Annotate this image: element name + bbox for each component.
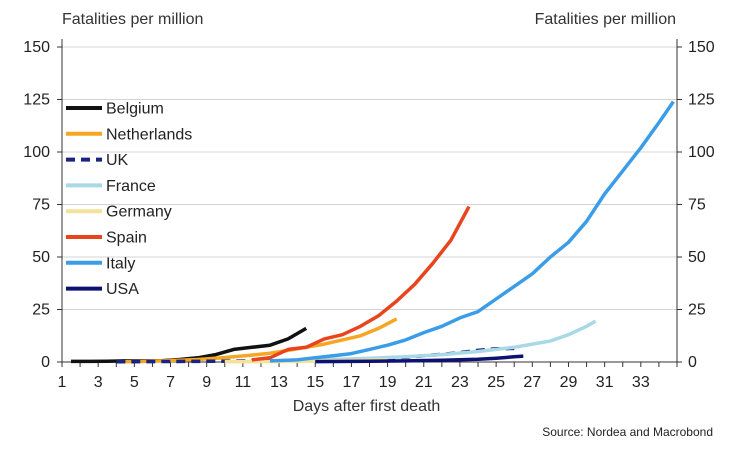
y-axis-title-right: Fatalities per million	[534, 11, 676, 28]
y-tick-label-right: 75	[688, 197, 706, 214]
series-line-netherlands	[125, 317, 398, 364]
x-tick-label: 21	[415, 374, 433, 391]
legend-label-france: France	[106, 178, 156, 195]
legend-label-usa: USA	[106, 281, 139, 298]
x-tick-label: 1	[58, 374, 67, 391]
y-tick-label-right: 25	[688, 302, 706, 319]
y-tick-label-right: 125	[688, 92, 715, 109]
y-tick-label-right: 0	[688, 354, 697, 371]
x-tick-label: 5	[130, 374, 139, 391]
legend-label-germany: Germany	[106, 204, 172, 221]
x-tick-label: 11	[235, 374, 252, 391]
x-tick-label: 13	[270, 374, 288, 391]
y-tick-label-left: 25	[32, 302, 50, 319]
y-axis-title-left: Fatalities per million	[62, 11, 204, 28]
x-tick-label: 9	[202, 374, 211, 391]
y-tick-label-right: 150	[688, 39, 715, 56]
legend-label-uk: UK	[106, 152, 129, 169]
y-tick-label-right: 50	[688, 249, 706, 266]
legend-label-spain: Spain	[106, 230, 147, 247]
y-tick-label-left: 125	[23, 92, 50, 109]
y-tick-label-left: 50	[32, 249, 50, 266]
x-tick-label: 25	[487, 374, 505, 391]
y-tick-label-right: 100	[688, 144, 715, 161]
legend-label-belgium: Belgium	[106, 101, 164, 118]
source-note: Source: Nordea and Macrobond	[542, 425, 713, 439]
x-tick-label: 23	[451, 374, 469, 391]
x-tick-label: 31	[596, 374, 614, 391]
x-tick-label: 33	[632, 374, 650, 391]
series-line-usa	[315, 354, 524, 364]
legend-label-netherlands: Netherlands	[106, 126, 192, 143]
y-tick-label-left: 150	[23, 39, 50, 56]
x-tick-label: 3	[94, 374, 103, 391]
x-tick-label: 15	[306, 374, 324, 391]
series-line-italy	[269, 100, 675, 363]
y-tick-label-left: 0	[41, 354, 50, 371]
x-tick-label: 19	[379, 374, 397, 391]
legend-label-italy: Italy	[106, 255, 135, 272]
x-tick-label: 27	[523, 374, 541, 391]
x-tick-label: 17	[343, 374, 361, 391]
x-tick-label: 29	[560, 374, 578, 391]
x-axis-title: Days after first death	[292, 398, 441, 415]
y-tick-label-left: 75	[32, 197, 50, 214]
x-tick-label: 7	[166, 374, 175, 391]
y-tick-label-left: 100	[23, 144, 50, 161]
series-line-spain	[251, 205, 471, 362]
